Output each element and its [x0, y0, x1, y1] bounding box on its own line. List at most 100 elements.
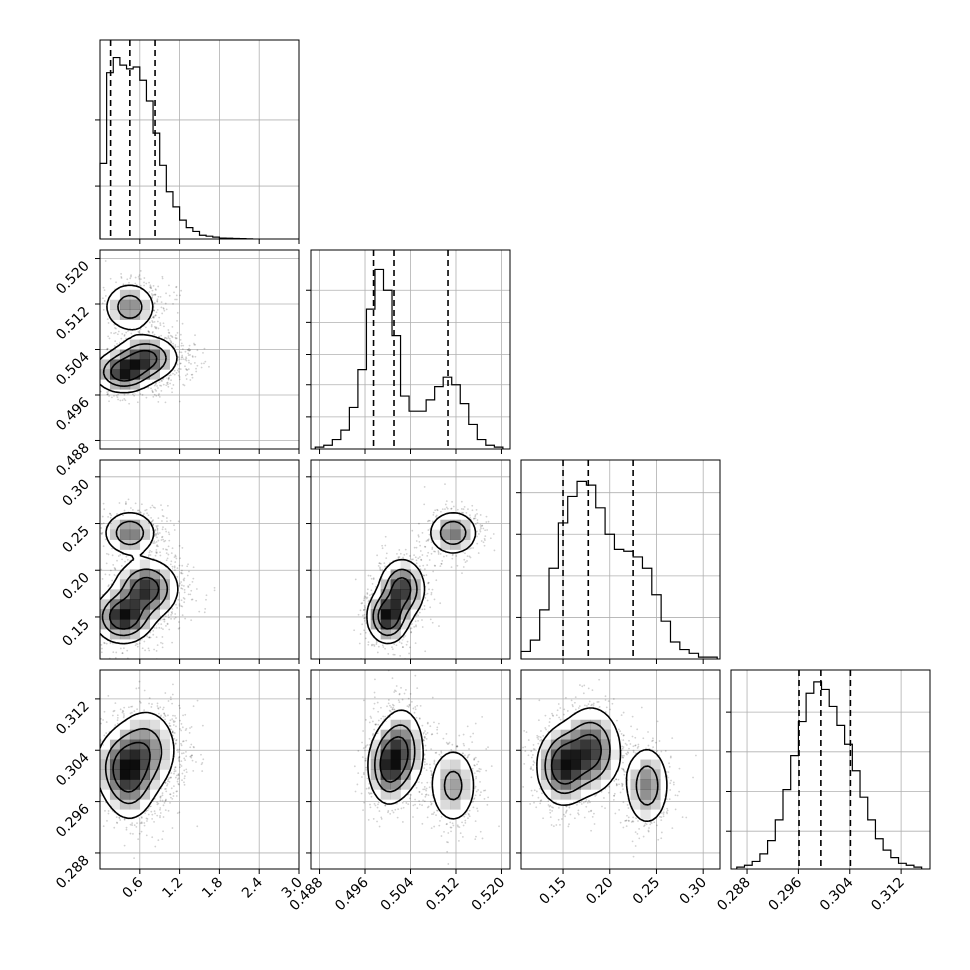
sample-point — [124, 502, 127, 505]
sample-point — [150, 517, 153, 519]
sample-point — [155, 394, 158, 397]
sample-point — [97, 379, 99, 381]
sample-point — [191, 356, 194, 358]
sample-point — [169, 374, 172, 377]
sample-point — [479, 524, 482, 526]
sample-point — [489, 537, 492, 540]
sample-point — [161, 535, 164, 538]
sample-point — [186, 369, 189, 372]
sample-point — [87, 353, 89, 355]
sample-point — [120, 564, 123, 567]
sample-point — [203, 611, 206, 614]
density-cell — [129, 299, 141, 310]
sample-point — [157, 295, 160, 298]
sample-point — [178, 545, 181, 547]
sample-point — [113, 345, 116, 347]
sample-point — [425, 574, 428, 576]
sample-point — [98, 534, 100, 536]
sample-point — [113, 323, 116, 326]
sample-point — [190, 589, 193, 592]
sample-point — [428, 519, 431, 522]
density-cell — [139, 519, 151, 530]
sample-point — [155, 650, 158, 652]
sample-point — [183, 577, 186, 580]
sample-point — [148, 331, 151, 334]
sample-point — [147, 647, 150, 650]
sample-point — [151, 319, 154, 322]
sample-point — [163, 618, 166, 621]
sample-point — [187, 368, 190, 371]
sample-point — [159, 295, 162, 298]
sample-point — [436, 509, 439, 512]
sample-point — [410, 558, 413, 561]
sample-point — [364, 606, 366, 609]
sample-point — [138, 274, 141, 277]
sample-point — [205, 598, 207, 601]
sample-point — [104, 538, 107, 541]
sample-point — [170, 340, 173, 343]
density-cell — [149, 609, 160, 620]
sample-point — [402, 556, 404, 559]
sample-point — [450, 507, 453, 510]
sample-point — [179, 582, 181, 585]
sample-point — [185, 368, 187, 370]
sample-point — [107, 322, 110, 324]
sample-point — [450, 566, 453, 568]
sample-point — [171, 391, 174, 394]
sample-point — [147, 514, 150, 517]
sample-point — [143, 513, 145, 515]
sample-point — [151, 504, 154, 507]
sample-point — [134, 282, 137, 285]
sample-point — [171, 387, 173, 390]
density-cell — [129, 609, 141, 620]
panel-content — [353, 483, 496, 659]
sample-point — [98, 356, 100, 358]
sample-point — [120, 337, 123, 340]
sample-point — [455, 555, 458, 557]
density-cell — [119, 369, 131, 380]
sample-point — [95, 373, 97, 375]
sample-point — [125, 555, 128, 558]
sample-point — [182, 578, 185, 581]
sample-point — [156, 544, 159, 547]
sample-point — [152, 395, 155, 398]
sample-point — [393, 643, 396, 646]
sample-point — [131, 393, 134, 396]
sample-point — [152, 506, 155, 509]
sample-point — [154, 541, 156, 544]
sample-point — [200, 362, 203, 365]
sample-point — [111, 554, 114, 557]
sample-point — [81, 372, 83, 374]
sample-point — [150, 550, 153, 553]
sample-point — [151, 289, 154, 292]
sample-point — [372, 578, 375, 581]
sample-point — [97, 361, 99, 363]
sample-point — [379, 568, 381, 570]
sample-point — [138, 642, 141, 645]
sample-point — [163, 336, 166, 339]
sample-point — [144, 649, 146, 652]
sample-point — [102, 297, 104, 300]
sample-point — [171, 641, 174, 644]
sample-point — [162, 308, 165, 310]
sample-point — [101, 515, 104, 518]
sample-point — [174, 561, 177, 563]
sample-point — [463, 558, 466, 561]
density-cell — [139, 579, 151, 590]
sample-point — [92, 633, 94, 635]
sample-point — [181, 348, 184, 351]
sample-point — [152, 316, 155, 319]
sample-point — [426, 599, 429, 602]
sample-point — [101, 578, 104, 580]
sample-point — [167, 377, 170, 379]
sample-point — [152, 523, 154, 526]
sample-point — [107, 390, 110, 393]
sample-point — [180, 289, 183, 292]
sample-point — [181, 605, 184, 608]
sample-point — [145, 396, 148, 399]
sample-point — [161, 536, 163, 539]
sample-point — [476, 542, 479, 545]
sample-point — [427, 519, 430, 522]
sample-point — [474, 517, 477, 520]
sample-point — [149, 554, 152, 556]
